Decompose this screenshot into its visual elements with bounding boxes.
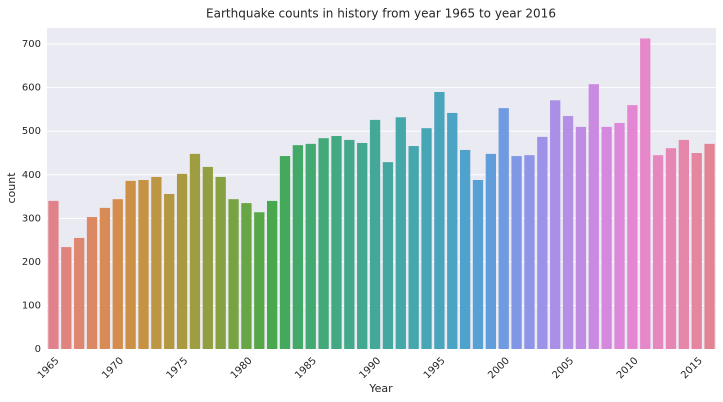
y-tick-label: 400 [22,170,41,181]
bar [704,143,715,349]
bar [652,155,664,349]
x-tick-label: 2000 [486,355,512,381]
x-tick-label: 1995 [422,355,448,381]
x-tick-label: 1965 [36,355,62,381]
x-tick-label: 1970 [100,355,126,381]
bars [48,38,715,350]
bar [228,199,239,349]
bar [601,126,612,349]
x-tick-label: 2015 [679,355,705,381]
bar [331,136,342,349]
bar [472,180,484,349]
bar [74,237,85,349]
y-tick-label: 100 [22,300,41,311]
bar [164,193,175,349]
bar [61,247,72,349]
chart-title: Earthquake counts in history from year 1… [206,7,556,21]
x-tick-label: 1990 [358,355,384,381]
bar [614,122,625,349]
bar [678,139,689,349]
y-tick-label: 600 [22,83,41,94]
bar [640,38,651,350]
bar [176,173,188,349]
x-tick-label: 1985 [293,355,319,381]
y-tick-label: 700 [22,39,41,50]
bar [266,200,278,349]
bar [344,139,355,349]
bar [627,105,638,350]
bar [691,153,702,349]
bar [588,84,599,350]
bar [434,92,445,349]
bar [575,126,587,349]
bar [292,145,304,349]
bar [485,153,497,349]
bar [48,200,59,349]
y-tick-label: 300 [22,213,41,224]
bar [665,148,677,349]
bar [421,128,432,349]
bar [562,115,574,349]
y-tick-label: 0 [35,344,41,355]
y-tick-label: 500 [22,126,41,137]
bar [99,207,111,349]
y-tick-label: 200 [22,257,41,268]
bar [202,166,213,349]
bar [86,217,98,349]
bar [189,153,201,349]
bar [138,180,149,349]
bar [151,176,162,349]
bar [305,143,316,349]
bar [369,119,381,350]
bar [524,155,535,349]
x-tick-label: 1975 [165,355,191,381]
bar [357,142,368,349]
bar [254,212,265,349]
x-tick-label: 1980 [229,355,255,381]
bar [498,108,509,349]
bar [215,176,226,349]
bar [550,100,561,349]
bar [318,138,329,349]
bar [459,149,471,349]
bar [447,112,458,349]
x-axis-label: Year [368,382,393,395]
bar [382,162,394,349]
bar [112,199,123,349]
bar [279,156,291,349]
bar [511,156,522,349]
x-tick-label: 2005 [551,355,577,381]
bar [395,117,406,349]
bar [125,180,136,349]
bar [241,203,252,349]
bar [408,146,419,349]
bar [537,136,548,349]
x-tick-label: 2010 [615,355,641,381]
y-axis-label: count [5,172,18,204]
